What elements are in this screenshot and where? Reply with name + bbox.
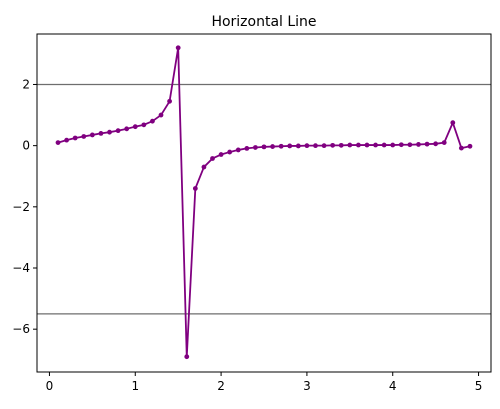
y-tick-label: −6 xyxy=(12,322,30,336)
data-point xyxy=(261,144,267,150)
reference-lines xyxy=(37,83,491,315)
data-point xyxy=(304,143,310,149)
data-point xyxy=(373,142,378,148)
series-line-0 xyxy=(57,46,471,358)
data-point xyxy=(64,137,70,143)
x-axis: 0 1 2 3 4 5 xyxy=(46,372,483,393)
data-point xyxy=(467,143,473,149)
data-point xyxy=(124,126,130,132)
data-point xyxy=(72,135,78,141)
y-tick-label: −4 xyxy=(12,261,30,275)
data-point xyxy=(150,118,155,124)
data-point xyxy=(390,142,396,148)
y-axis: 2 0 −2 −4 −6 xyxy=(12,77,37,336)
data-point xyxy=(55,140,61,145)
data-point xyxy=(98,131,104,136)
data-point xyxy=(227,149,233,155)
x-tick-label: 1 xyxy=(131,379,139,393)
data-point xyxy=(115,128,121,134)
data-point xyxy=(81,134,87,139)
data-point xyxy=(235,147,241,153)
data-point xyxy=(192,186,198,191)
series-layer xyxy=(55,45,473,360)
data-point xyxy=(278,143,284,149)
data-point xyxy=(89,132,95,138)
data-point xyxy=(218,152,224,157)
chart-title: Horizontal Line xyxy=(211,14,316,30)
data-point xyxy=(364,142,370,148)
data-point xyxy=(313,143,318,149)
y-tick-label: −2 xyxy=(12,200,30,214)
data-point xyxy=(175,45,181,51)
x-tick-label: 2 xyxy=(217,379,225,393)
data-point xyxy=(253,145,258,150)
data-point xyxy=(347,142,353,148)
data-point xyxy=(356,142,361,148)
data-point xyxy=(450,120,456,126)
data-point xyxy=(287,143,293,149)
data-point xyxy=(381,142,387,148)
data-point xyxy=(458,145,464,151)
data-point xyxy=(270,144,275,149)
data-point xyxy=(132,124,138,130)
data-point xyxy=(398,142,404,148)
data-point xyxy=(433,141,439,147)
data-point xyxy=(158,112,164,118)
x-tick-label: 4 xyxy=(389,379,397,393)
data-point xyxy=(330,142,336,148)
data-point xyxy=(141,122,147,128)
data-point xyxy=(244,146,250,151)
data-point xyxy=(201,164,207,170)
data-point xyxy=(416,142,421,147)
data-point xyxy=(184,354,190,360)
data-point xyxy=(441,140,447,145)
data-point xyxy=(210,156,215,161)
data-point xyxy=(295,143,301,149)
data-point xyxy=(407,142,413,148)
x-tick-label: 0 xyxy=(46,379,54,393)
y-tick-label: 2 xyxy=(22,77,30,91)
data-point xyxy=(321,143,327,149)
data-point xyxy=(424,141,430,147)
plot-area-frame xyxy=(36,33,492,373)
data-point xyxy=(338,142,344,148)
data-point xyxy=(107,129,112,135)
x-tick-label: 3 xyxy=(303,379,311,393)
data-point xyxy=(167,98,172,104)
x-tick-label: 5 xyxy=(475,379,483,393)
y-tick-label: 0 xyxy=(22,139,30,153)
